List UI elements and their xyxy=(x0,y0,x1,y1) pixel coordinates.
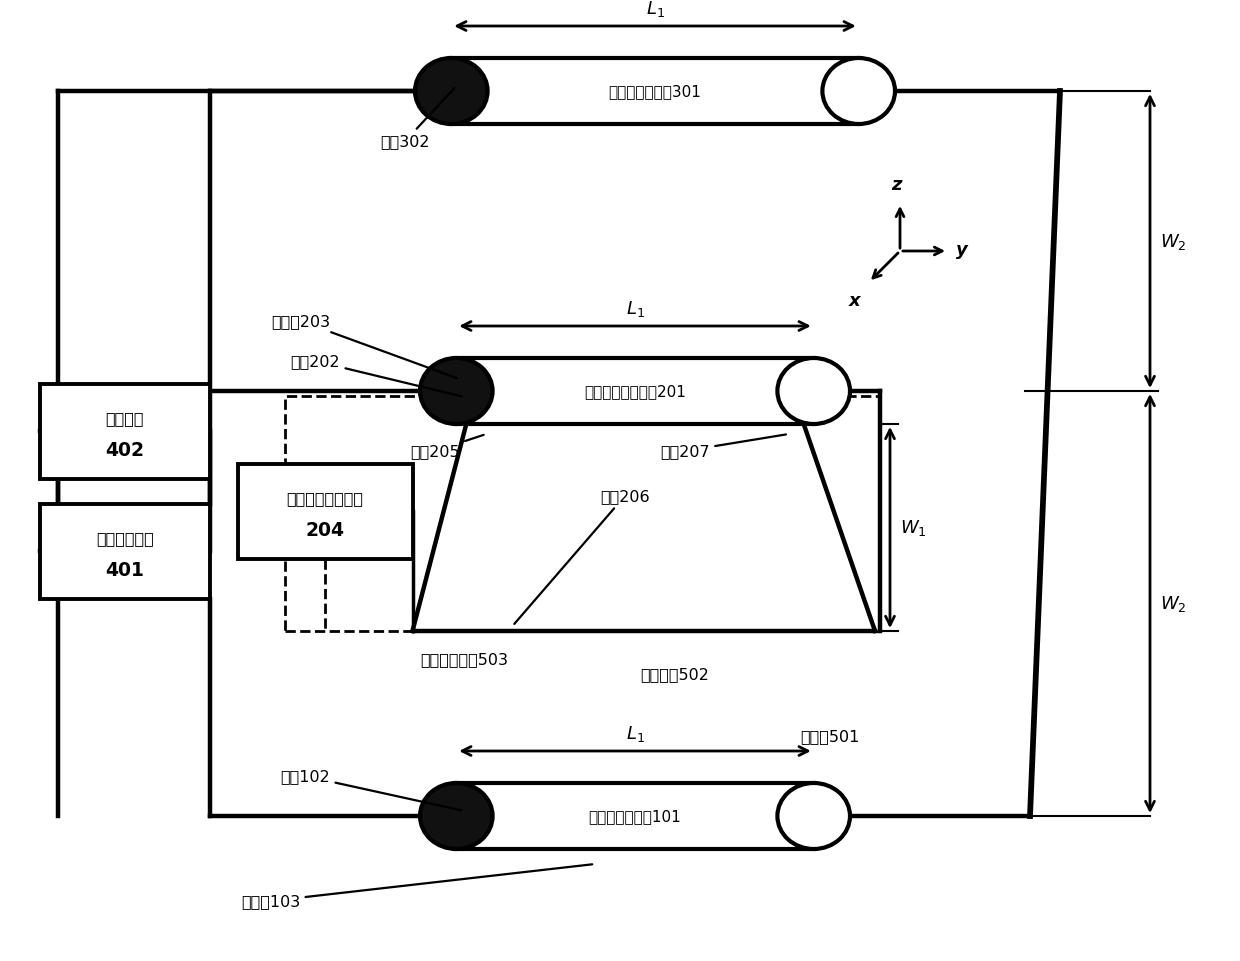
Text: 交流变频电源: 交流变频电源 xyxy=(97,530,154,546)
Text: y: y xyxy=(956,241,967,259)
Text: 屏蔽层103: 屏蔽层103 xyxy=(241,864,593,908)
Text: 204: 204 xyxy=(305,521,345,540)
Bar xyxy=(40,384,210,479)
Text: $W_2$: $W_2$ xyxy=(1159,594,1187,614)
Text: 401: 401 xyxy=(105,561,144,579)
Text: 芚线102: 芚线102 xyxy=(280,769,461,810)
Text: 安全负载: 安全负载 xyxy=(105,410,144,426)
Text: $L_1$: $L_1$ xyxy=(625,299,645,319)
Text: $W_1$: $W_1$ xyxy=(900,518,926,538)
Ellipse shape xyxy=(777,783,849,850)
Text: 铜线207: 铜线207 xyxy=(660,435,786,459)
Text: 屏蔽系数测试回路: 屏蔽系数测试回路 xyxy=(286,491,363,505)
Bar xyxy=(456,358,813,425)
Text: 主回路受试电缪301: 主回路受试电缪301 xyxy=(609,85,702,99)
Bar xyxy=(238,464,413,559)
Text: 芚线202: 芚线202 xyxy=(290,355,461,397)
Bar xyxy=(451,59,858,125)
Ellipse shape xyxy=(415,59,487,125)
Ellipse shape xyxy=(420,783,492,850)
Text: 铜线205: 铜线205 xyxy=(410,435,484,459)
Text: 辅助回路502: 辅助回路502 xyxy=(640,666,709,681)
Text: x: x xyxy=(848,291,861,309)
Ellipse shape xyxy=(777,358,849,425)
Text: z: z xyxy=(890,176,901,194)
Text: 接地阻抗回路503: 接地阻抗回路503 xyxy=(420,652,508,666)
Text: $L_1$: $L_1$ xyxy=(646,0,665,19)
Text: 屏蔽层203: 屏蔽层203 xyxy=(270,314,456,379)
Text: $W_2$: $W_2$ xyxy=(1159,232,1187,252)
Text: 铜线206: 铜线206 xyxy=(515,489,650,625)
Ellipse shape xyxy=(822,59,895,125)
Bar xyxy=(40,504,210,599)
Text: $L_1$: $L_1$ xyxy=(625,724,645,743)
Text: 主回路受试电缪101: 主回路受试电缪101 xyxy=(589,808,681,824)
Text: 主回路501: 主回路501 xyxy=(800,728,859,744)
Ellipse shape xyxy=(420,358,492,425)
Bar xyxy=(456,783,813,850)
Text: 芚线302: 芚线302 xyxy=(381,89,454,149)
Text: 402: 402 xyxy=(105,441,145,460)
Text: 辅助回路受试电缪201: 辅助回路受试电缪201 xyxy=(584,384,686,399)
